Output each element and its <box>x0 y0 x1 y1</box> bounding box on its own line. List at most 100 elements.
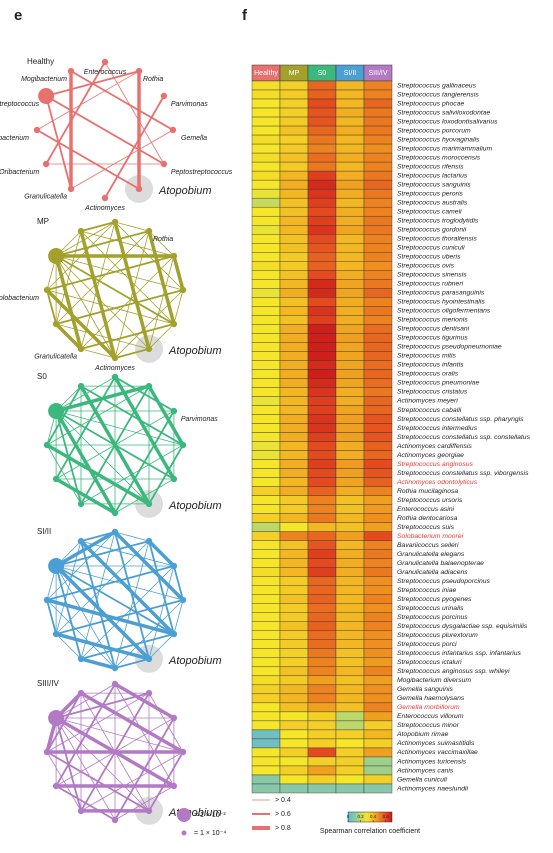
row-label: Streptococcus marimammalium <box>397 145 493 152</box>
colorbar-tick-label: 0.6 <box>383 814 390 819</box>
node-label: Rothia <box>143 76 163 83</box>
heatmap-cell <box>279 765 309 776</box>
heatmap-cell <box>335 279 365 289</box>
heatmap-cell <box>307 783 337 794</box>
heatmap-cell <box>251 252 281 262</box>
heatmap-cell <box>307 405 337 415</box>
heatmap-cell <box>363 270 393 280</box>
network-edge <box>70 70 174 131</box>
heatmap-cell <box>279 243 309 253</box>
network-edge <box>80 531 116 542</box>
network-node <box>43 286 51 294</box>
network-edge <box>55 541 82 635</box>
network-node <box>77 500 85 508</box>
heatmap-cell <box>307 306 337 316</box>
heatmap-cell <box>279 234 309 244</box>
network-edge <box>46 255 175 291</box>
network-node <box>111 373 119 381</box>
network-node <box>52 782 60 790</box>
heatmap-cell <box>335 441 365 451</box>
row-label: Streptococcus pneumoniae <box>397 380 480 387</box>
node-label: Solobacterium <box>0 295 39 302</box>
network-edge <box>114 348 150 359</box>
heatmap-cell <box>307 531 337 541</box>
heatmap-cell <box>363 567 393 577</box>
heatmap-cell <box>335 558 365 568</box>
heatmap-cell <box>363 711 393 722</box>
heatmap-cell <box>335 450 365 460</box>
heatmap-cell <box>363 234 393 244</box>
heatmap-cell <box>251 603 281 613</box>
heatmap-cell <box>279 495 309 505</box>
heatmap-cell <box>251 225 281 235</box>
column-header-label: SIII/IV <box>368 70 387 77</box>
size-legend-label: = 1 × 10⁻² <box>194 812 226 819</box>
heatmap-cell <box>363 134 393 145</box>
heatmap-cell <box>363 152 393 163</box>
heatmap-cell <box>335 756 365 767</box>
network-edge <box>173 565 184 601</box>
heatmap-cell <box>279 720 309 731</box>
heatmap-cell <box>251 531 281 541</box>
heatmap-cell <box>279 594 309 604</box>
heatmap-cell <box>335 387 365 397</box>
heatmap-cell <box>363 756 393 767</box>
heatmap-cell <box>335 243 365 253</box>
network-edge <box>54 255 83 350</box>
heatmap-cell <box>363 450 393 460</box>
heatmap-cell <box>335 179 365 190</box>
node-label: Oribacterium <box>0 169 39 176</box>
heatmap-cell <box>251 720 281 731</box>
heatmap-cell <box>335 783 365 794</box>
row-label: Streptococcus phocae <box>397 100 464 107</box>
heatmap-cell <box>279 540 309 550</box>
heatmap-cell <box>335 486 365 496</box>
heatmap-cell <box>335 513 365 523</box>
row-label: Streptococcus suis <box>397 524 455 531</box>
row-label: Streptococcus ictaluri <box>397 659 462 666</box>
heatmap-cell <box>251 693 281 704</box>
heatmap-cell <box>335 324 365 334</box>
heatmap-cell <box>279 261 309 271</box>
heatmap-cell <box>307 504 337 514</box>
heatmap-cell <box>279 657 309 668</box>
heatmap-cell <box>363 297 393 307</box>
heatmap-cell <box>363 143 393 154</box>
heatmap-cell <box>307 720 337 731</box>
heatmap-cell <box>251 134 281 145</box>
network-name: MP <box>37 217 49 226</box>
heatmap-cell <box>279 225 309 235</box>
heatmap-cell <box>307 279 337 289</box>
heatmap-cell <box>335 315 365 325</box>
row-label: Streptococcus infantarius ssp. infantari… <box>397 650 522 657</box>
heatmap-cell <box>279 504 309 514</box>
network-edge <box>46 751 82 812</box>
row-label: Streptococcus constellatus ssp. constell… <box>397 434 531 441</box>
heatmap-cell <box>251 621 281 631</box>
heatmap-cell <box>251 378 281 388</box>
heatmap-cell <box>279 567 309 577</box>
heatmap-cell <box>279 324 309 334</box>
network-node <box>43 748 51 756</box>
network-node <box>145 227 153 235</box>
row-label: Actinomyces cardiffensis <box>396 443 472 450</box>
row-label: Streptococcus cuniculi <box>397 245 465 252</box>
heatmap-cell <box>279 125 309 136</box>
row-label: Streptococcus porcinus <box>397 614 468 621</box>
network-edge <box>114 785 175 821</box>
heatmap-cell <box>251 774 281 785</box>
row-label: Streptococcus lactarius <box>397 172 468 179</box>
heatmap-cell <box>335 540 365 550</box>
row-label: Actinomyces naeslundii <box>396 785 469 792</box>
heatmap-cell <box>279 711 309 722</box>
heatmap-cell <box>307 116 337 127</box>
heatmap-cell <box>279 558 309 568</box>
heatmap-cell <box>363 80 393 91</box>
heatmap-cell <box>363 161 393 172</box>
heatmap-cell <box>363 540 393 550</box>
heatmap-cell <box>307 134 337 145</box>
heatmap-cell <box>279 549 309 559</box>
heatmap-cell <box>307 396 337 406</box>
heatmap-cell <box>251 522 281 532</box>
heatmap-cell <box>335 297 365 307</box>
